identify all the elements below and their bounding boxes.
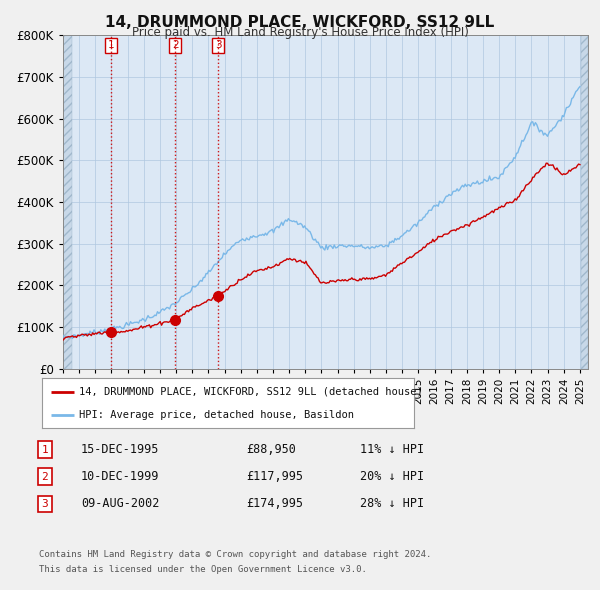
Text: £88,950: £88,950 [246,443,296,456]
Text: 14, DRUMMOND PLACE, WICKFORD, SS12 9LL (detached house): 14, DRUMMOND PLACE, WICKFORD, SS12 9LL (… [79,386,423,396]
Text: 1: 1 [107,40,114,50]
Text: 11% ↓ HPI: 11% ↓ HPI [360,443,424,456]
Text: £117,995: £117,995 [246,470,303,483]
Text: 15-DEC-1995: 15-DEC-1995 [81,443,160,456]
Text: 14, DRUMMOND PLACE, WICKFORD, SS12 9LL: 14, DRUMMOND PLACE, WICKFORD, SS12 9LL [106,15,494,30]
Text: 10-DEC-1999: 10-DEC-1999 [81,470,160,483]
Text: This data is licensed under the Open Government Licence v3.0.: This data is licensed under the Open Gov… [39,565,367,573]
Text: HPI: Average price, detached house, Basildon: HPI: Average price, detached house, Basi… [79,410,354,420]
Text: 2: 2 [172,40,178,50]
Text: 28% ↓ HPI: 28% ↓ HPI [360,497,424,510]
Bar [581,35,588,369]
Text: 3: 3 [215,40,221,50]
Text: Contains HM Land Registry data © Crown copyright and database right 2024.: Contains HM Land Registry data © Crown c… [39,550,431,559]
Text: 09-AUG-2002: 09-AUG-2002 [81,497,160,510]
Text: £174,995: £174,995 [246,497,303,510]
Bar [63,35,72,369]
Text: 3: 3 [41,499,49,509]
Text: 1: 1 [41,445,49,454]
Text: 20% ↓ HPI: 20% ↓ HPI [360,470,424,483]
Text: Price paid vs. HM Land Registry's House Price Index (HPI): Price paid vs. HM Land Registry's House … [131,26,469,39]
Text: 2: 2 [41,472,49,481]
